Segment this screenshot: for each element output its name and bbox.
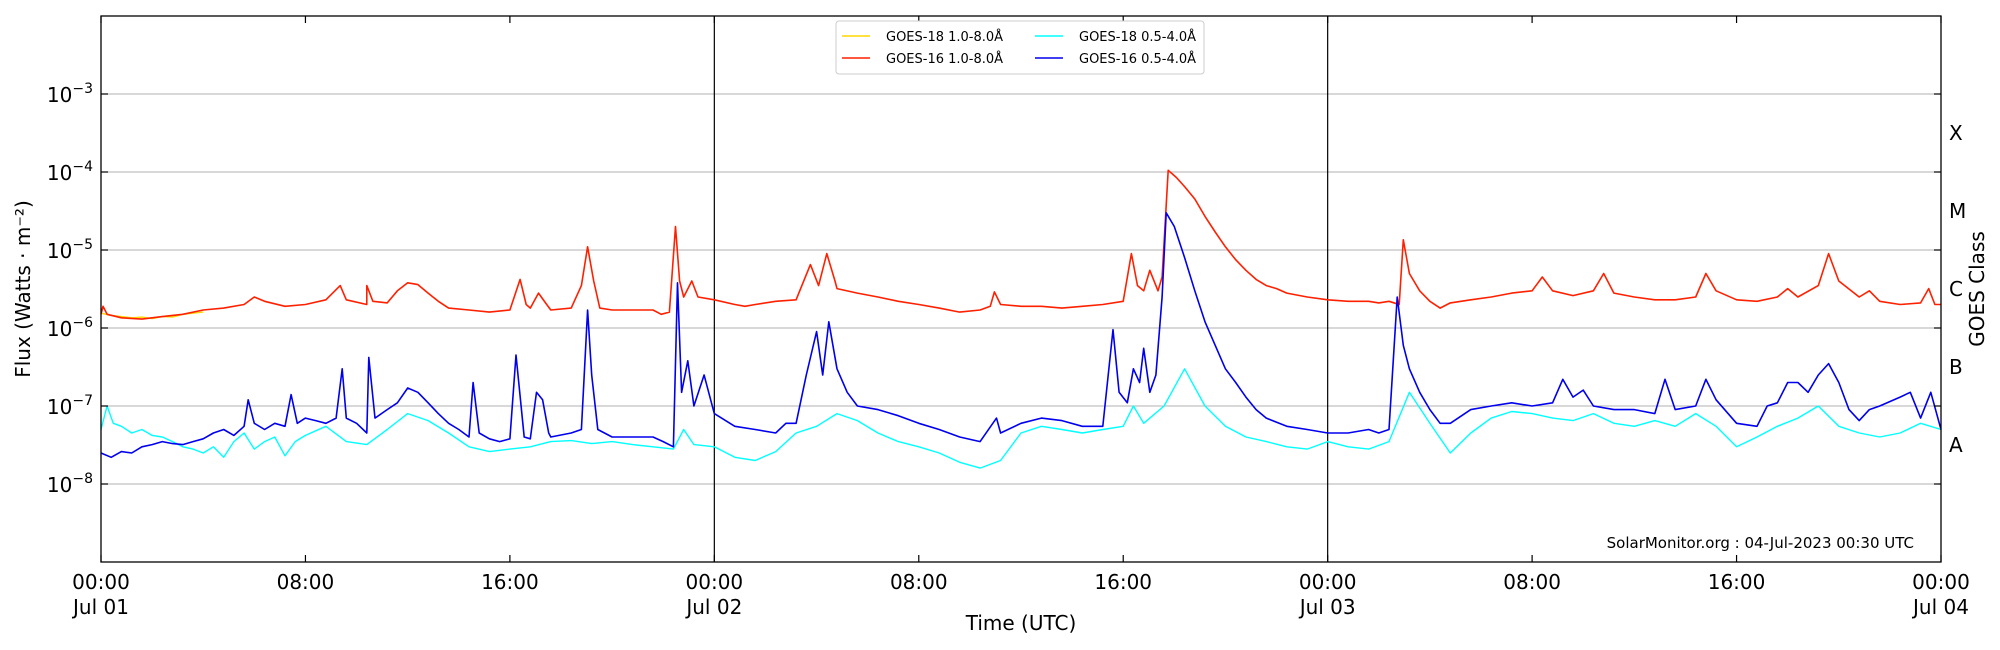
x-tick-time-label: 16:00: [481, 570, 539, 594]
series-line: [100, 212, 1942, 459]
day-dividers: [713, 16, 1329, 562]
legend: GOES-18 1.0-8.0Å GOES-16 1.0-8.0Å GOES-18 …: [835, 20, 1205, 75]
series-line: [100, 368, 1942, 469]
x-tick-time-label: 08:00: [890, 570, 948, 594]
source-watermark: SolarMonitor.org : 04-Jul-2023 00:30 UTC: [1607, 534, 1914, 552]
horizontal-gridlines: [101, 93, 1941, 485]
y-axis-ticks: 10−8 10−7 10−6 10−5 10−4 10−3: [47, 81, 1941, 497]
y-tick-label: 10−8: [47, 471, 93, 497]
y-tick-label: 10−7: [47, 393, 93, 419]
goes-class-labels: A B C M X: [1949, 121, 1966, 457]
x-tick-time-label: 08:00: [277, 570, 335, 594]
y-tick-label: 10−4: [47, 159, 93, 185]
plot-frame: [100, 15, 1942, 563]
x-axis-label: Time (UTC): [965, 611, 1077, 635]
x-tick-time-label: 16:00: [1094, 570, 1152, 594]
goes-class-label: X: [1949, 121, 1963, 145]
goes-class-label: B: [1949, 355, 1963, 379]
x-tick-date-label: Jul 03: [1298, 595, 1356, 619]
series-layer: [100, 169, 1942, 469]
legend-label: GOES-16 0.5-4.0Å: [1079, 51, 1196, 67]
goes-class-axis-label: GOES Class: [1965, 231, 1989, 347]
x-tick-time-label: 00:00: [72, 570, 130, 594]
legend-box: [835, 20, 1205, 75]
y-tick-label: 10−5: [47, 237, 93, 263]
goes-class-label: M: [1949, 199, 1966, 223]
goes-class-label: C: [1949, 277, 1963, 301]
x-tick-date-label: Jul 01: [71, 595, 129, 619]
y-tick-label: 10−6: [47, 315, 93, 341]
x-tick-time-label: 00:00: [686, 570, 744, 594]
x-tick-time-label: 00:00: [1299, 570, 1357, 594]
x-tick-time-label: 00:00: [1912, 570, 1970, 594]
legend-label: GOES-18 0.5-4.0Å: [1079, 29, 1196, 45]
y-tick-label: 10−3: [47, 81, 93, 107]
x-tick-time-label: 08:00: [1503, 570, 1561, 594]
legend-label: GOES-16 1.0-8.0Å: [886, 51, 1003, 67]
y-axis-label: Flux (Watts · m⁻²): [11, 200, 35, 378]
legend-entries: GOES-18 1.0-8.0Å GOES-16 1.0-8.0Å GOES-18 …: [842, 29, 1196, 67]
x-tick-date-label: Jul 04: [1911, 595, 1969, 619]
x-tick-time-label: 16:00: [1708, 570, 1766, 594]
series-line: [100, 169, 1941, 320]
goes-class-label: A: [1949, 433, 1963, 457]
legend-label: GOES-18 1.0-8.0Å: [886, 29, 1003, 45]
x-tick-date-label: Jul 02: [684, 595, 742, 619]
